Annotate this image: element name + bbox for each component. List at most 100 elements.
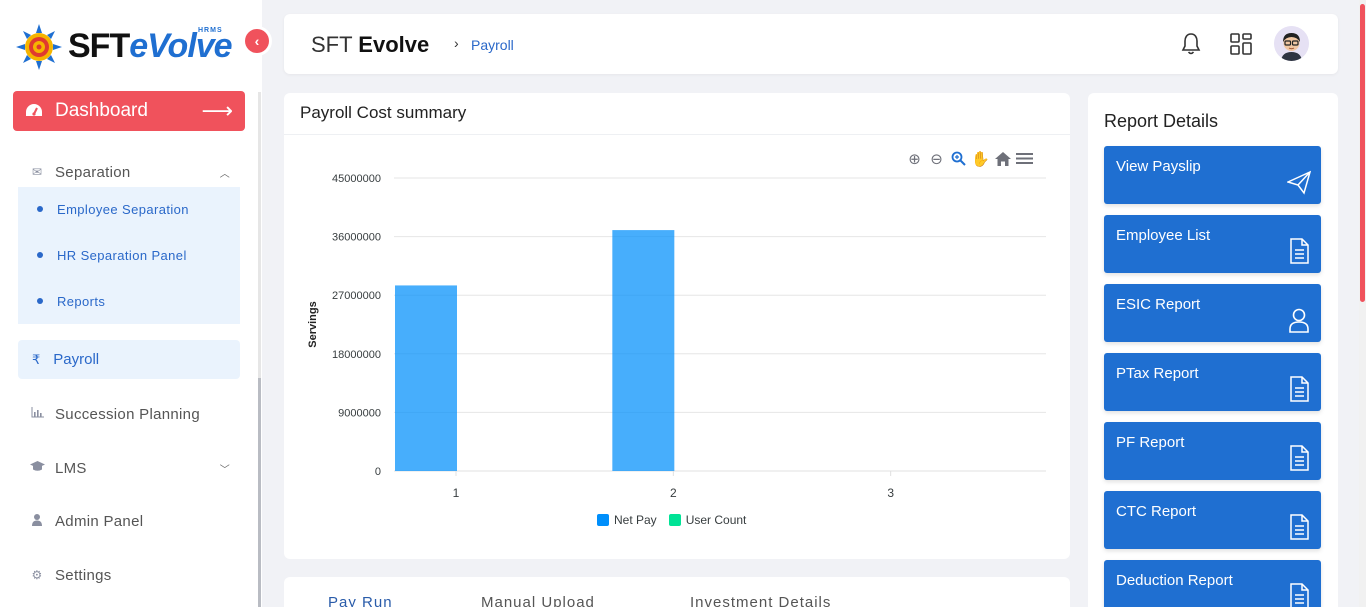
sidebar-item-label: LMS bbox=[55, 459, 87, 477]
report-button-label: PF Report bbox=[1116, 434, 1185, 451]
report-button-label: ESIC Report bbox=[1116, 296, 1201, 313]
user-icon bbox=[1287, 307, 1311, 333]
user-icon bbox=[30, 513, 44, 529]
dashboard-label: Dashboard bbox=[55, 100, 148, 121]
zoom-out-icon[interactable]: ⊖ bbox=[930, 150, 943, 168]
report-button-deduction-report[interactable]: Deduction Report bbox=[1104, 560, 1321, 607]
legend-label: Net Pay bbox=[614, 513, 657, 527]
sidebar-item-label: Separation bbox=[55, 163, 131, 181]
tab-investment-details[interactable]: Investment Details bbox=[690, 594, 832, 607]
document-icon bbox=[1287, 514, 1311, 540]
x-tick-label: 2 bbox=[670, 486, 677, 500]
sidebar-item-lms[interactable]: LMS ﹀ bbox=[18, 458, 240, 478]
bullet-icon bbox=[37, 298, 43, 304]
user-avatar[interactable] bbox=[1274, 26, 1309, 61]
sidebar-item-label: Settings bbox=[55, 566, 112, 584]
chevron-down-icon: ﹀ bbox=[219, 464, 230, 476]
sidebar-item-settings[interactable]: ⚙ Settings bbox=[18, 565, 240, 585]
y-axis-label: Servings bbox=[307, 301, 319, 347]
page-title: SFT Evolve bbox=[311, 32, 430, 57]
bar-chart-icon bbox=[30, 407, 44, 421]
breadcrumb[interactable]: Payroll bbox=[471, 37, 514, 53]
chart-legend: Net Pay User Count bbox=[597, 513, 746, 527]
legend-item-user-count[interactable]: User Count bbox=[668, 513, 747, 527]
sidebar-scrollbar-thumb[interactable] bbox=[258, 378, 261, 607]
y-tick-label: 0 bbox=[375, 466, 381, 478]
report-button-pf-report[interactable]: PF Report bbox=[1104, 422, 1321, 480]
payroll-cost-summary-card: Payroll Cost summary 45000000 36000000 270… bbox=[284, 93, 1070, 559]
document-icon bbox=[1287, 376, 1311, 402]
separation-submenu: Employee Separation HR Separation Panel … bbox=[18, 187, 240, 324]
divider bbox=[284, 134, 1070, 135]
document-icon bbox=[1287, 238, 1311, 264]
sidebar-item-separation[interactable]: ✉ Separation ︿ bbox=[18, 162, 240, 182]
gear-icon: ⚙ bbox=[31, 568, 43, 582]
submenu-item-label: Employee Separation bbox=[57, 201, 189, 217]
tab-pay-run[interactable]: Pay Run bbox=[328, 594, 393, 607]
report-details-title: Report Details bbox=[1104, 111, 1219, 131]
report-button-label: CTC Report bbox=[1116, 503, 1197, 520]
sidebar-item-payroll[interactable]: ₹ Payroll bbox=[18, 340, 240, 379]
report-button-label: PTax Report bbox=[1116, 365, 1199, 382]
report-button-label: View Payslip bbox=[1116, 158, 1201, 175]
bar-net-pay bbox=[395, 285, 457, 471]
dashboard-button[interactable]: Dashboard ⟶ bbox=[13, 91, 245, 131]
brand-name: SFTeVolve bbox=[68, 27, 233, 65]
tab-manual-upload[interactable]: Manual Upload bbox=[481, 594, 595, 607]
bullet-icon bbox=[37, 252, 43, 258]
chevron-right-icon: › bbox=[454, 35, 459, 51]
chevron-left-icon: ‹ bbox=[254, 33, 260, 49]
y-tick-label: 9000000 bbox=[338, 407, 381, 419]
arrow-right-icon: ⟶ bbox=[201, 98, 233, 123]
payroll-cost-chart: 45000000 36000000 27000000 18000000 9000000 0… bbox=[307, 173, 1046, 500]
bar-net-pay bbox=[612, 230, 675, 471]
report-button-ptax-report[interactable]: PTax Report bbox=[1104, 353, 1321, 411]
speedometer-icon bbox=[25, 103, 47, 119]
report-button-label: Employee List bbox=[1116, 227, 1211, 244]
sidebar-item-admin-panel[interactable]: Admin Panel bbox=[18, 511, 240, 531]
legend-item-net-pay[interactable]: Net Pay bbox=[597, 513, 657, 527]
zoom-in-icon[interactable]: ⊕ bbox=[908, 150, 921, 168]
report-button-employee-list[interactable]: Employee List bbox=[1104, 215, 1321, 273]
apps-grid-icon[interactable] bbox=[1229, 32, 1253, 56]
document-icon bbox=[1287, 445, 1311, 471]
page-scrollbar[interactable] bbox=[1359, 0, 1366, 607]
bell-icon[interactable] bbox=[1180, 32, 1202, 56]
legend-swatch bbox=[597, 514, 609, 526]
sun-logo-icon bbox=[16, 24, 62, 70]
brand-logo[interactable]: SFTeVolve HRMS bbox=[16, 22, 246, 70]
report-button-esic-report[interactable]: ESIC Report bbox=[1104, 284, 1321, 342]
report-button-ctc-report[interactable]: CTC Report bbox=[1104, 491, 1321, 549]
graduation-cap-icon bbox=[30, 461, 45, 475]
menu-icon[interactable] bbox=[1016, 150, 1033, 167]
report-button-label: Deduction Report bbox=[1116, 572, 1233, 589]
y-tick-label: 27000000 bbox=[332, 290, 381, 302]
submenu-item-reports[interactable]: Reports bbox=[18, 293, 240, 309]
report-button-view-payslip[interactable]: View Payslip bbox=[1104, 146, 1321, 204]
submenu-item-employee-separation[interactable]: Employee Separation bbox=[18, 201, 240, 217]
submenu-item-label: Reports bbox=[57, 293, 106, 309]
submenu-item-hr-separation-panel[interactable]: HR Separation Panel bbox=[18, 247, 240, 263]
y-tick-label: 45000000 bbox=[332, 173, 381, 185]
bullet-icon bbox=[37, 206, 43, 212]
sidebar-item-succession-planning[interactable]: Succession Planning bbox=[18, 404, 240, 424]
chevron-up-icon: ︿ bbox=[219, 168, 230, 180]
sidebar-item-label: Succession Planning bbox=[55, 405, 200, 423]
sidebar-scrollbar[interactable] bbox=[258, 92, 261, 607]
sidebar-item-label: Admin Panel bbox=[55, 512, 144, 530]
sidebar: SFTeVolve HRMS ‹ Dashboard ⟶ ✉ Separatio… bbox=[0, 0, 269, 607]
sidebar-collapse-button[interactable]: ‹ bbox=[245, 29, 269, 53]
card-title: Payroll Cost summary bbox=[300, 103, 467, 122]
y-tick-label: 18000000 bbox=[332, 349, 381, 361]
x-tick-label: 3 bbox=[887, 486, 894, 500]
page-scrollbar-thumb[interactable] bbox=[1360, 4, 1365, 302]
document-icon bbox=[1287, 583, 1311, 607]
pan-hand-icon[interactable]: ✋ bbox=[971, 150, 990, 168]
sidebar-item-label: Payroll bbox=[53, 351, 100, 368]
rupee-icon: ₹ bbox=[32, 351, 41, 367]
magnifier-zoom-icon[interactable] bbox=[950, 150, 967, 167]
reset-home-icon[interactable] bbox=[994, 150, 1011, 167]
legend-swatch bbox=[668, 514, 681, 526]
submenu-item-label: HR Separation Panel bbox=[57, 247, 187, 263]
legend-label: User Count bbox=[685, 513, 747, 527]
